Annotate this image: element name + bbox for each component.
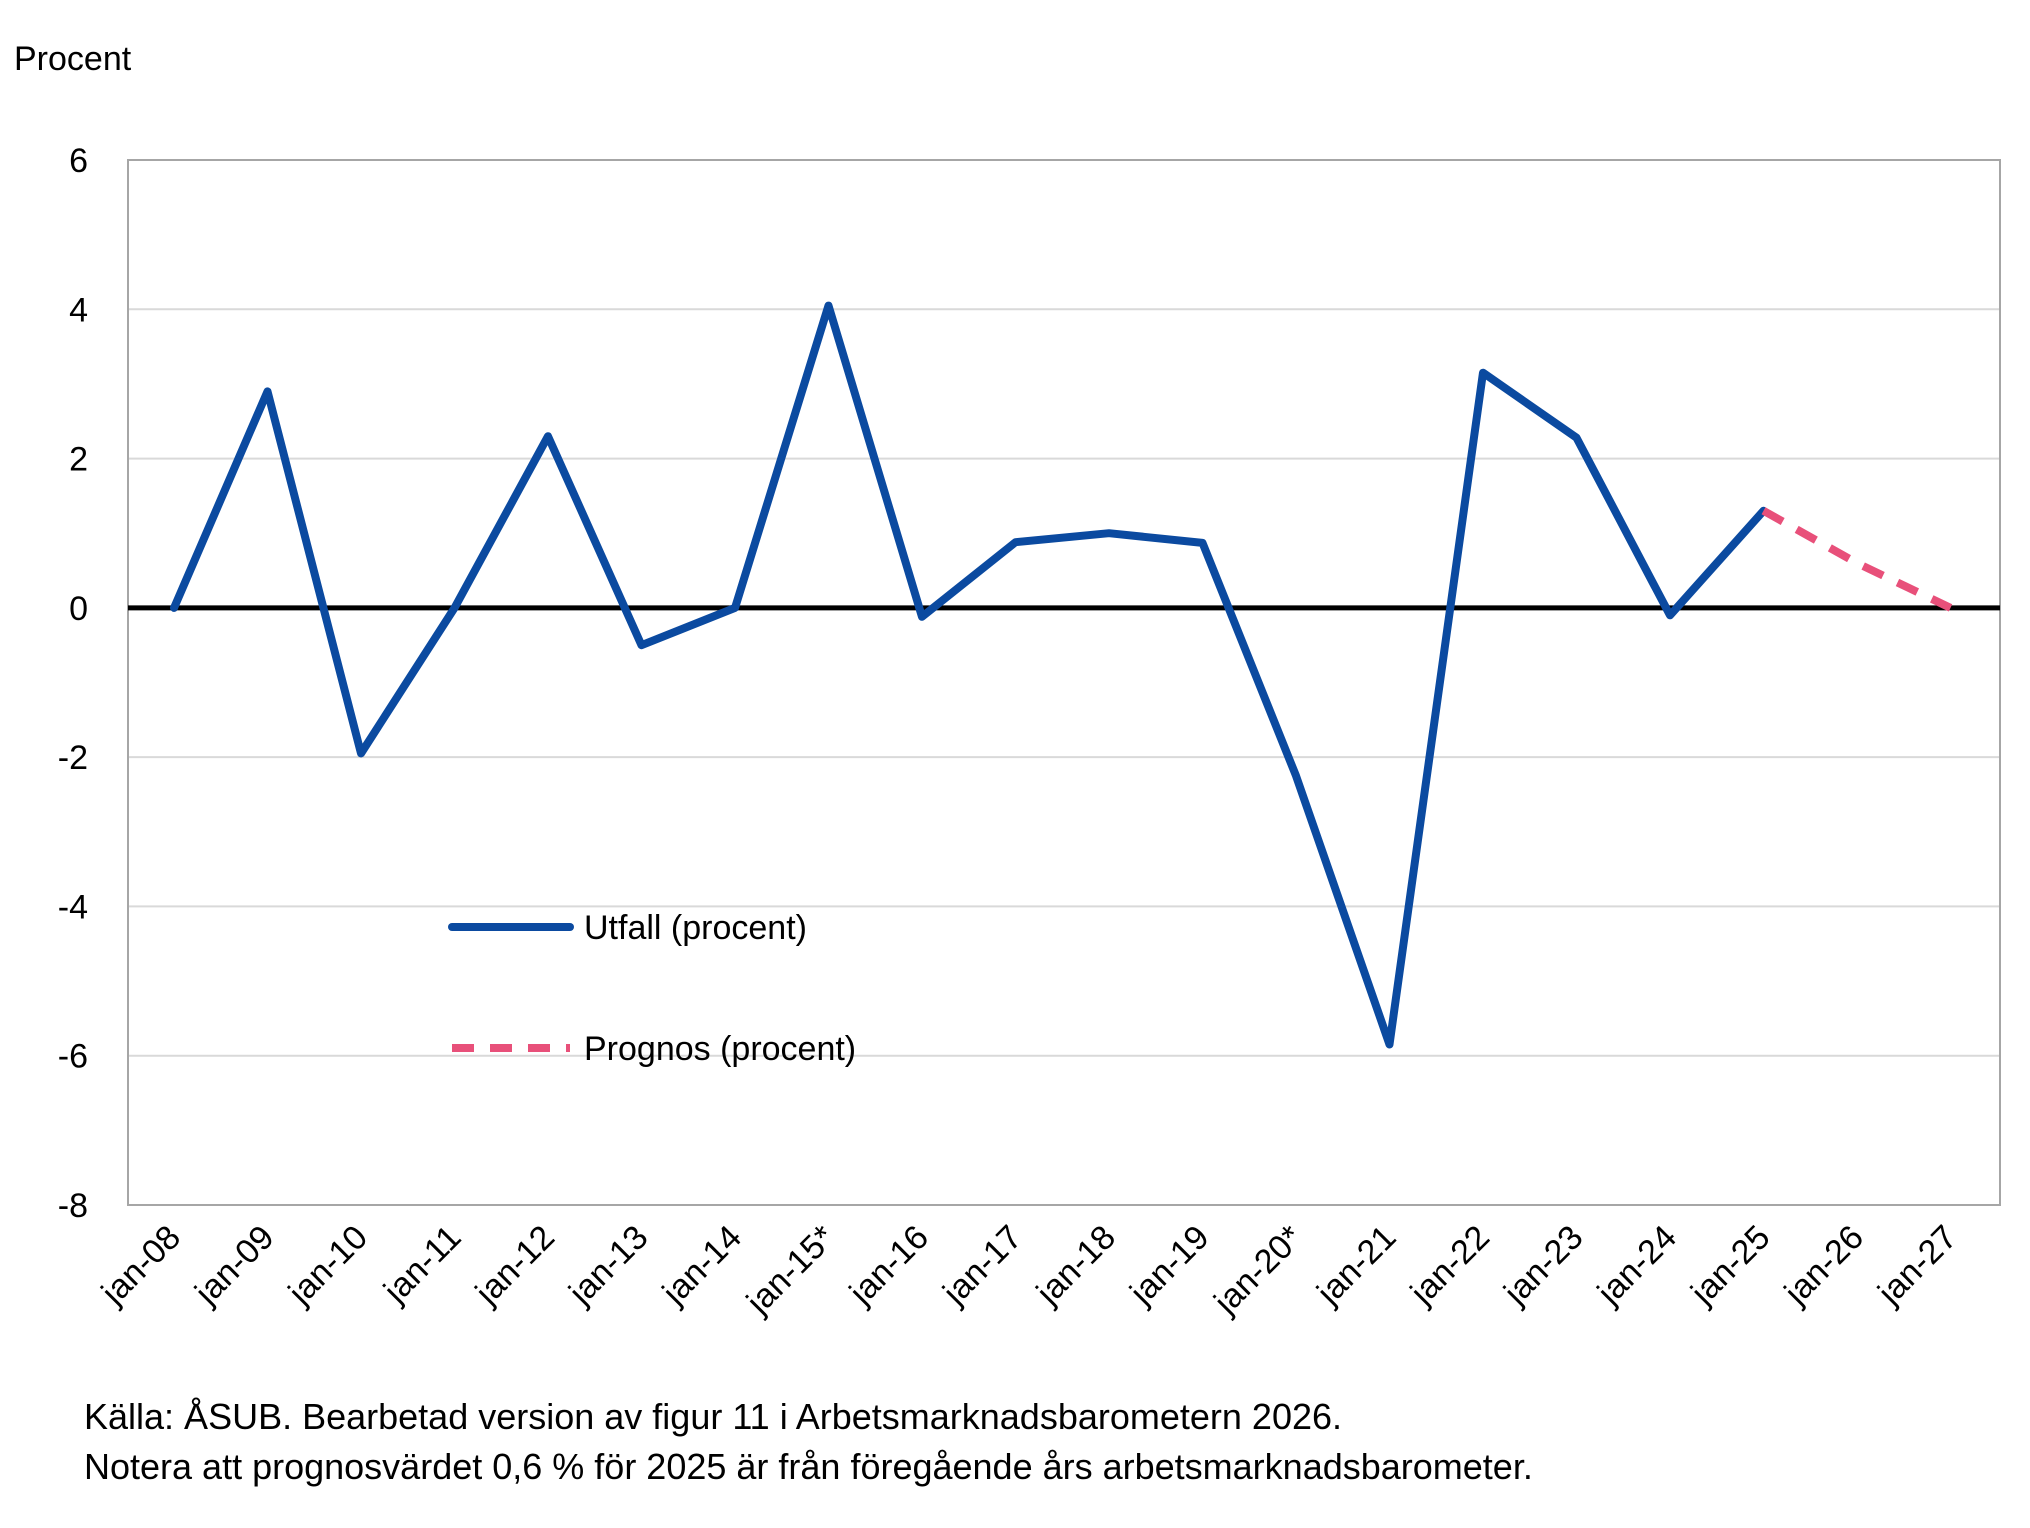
y-tick-label: -4 [58, 888, 88, 926]
x-tick-label: jan-10 [281, 1218, 375, 1312]
x-tick-label: jan-17 [935, 1218, 1029, 1312]
x-tick-label: jan-21 [1309, 1218, 1403, 1312]
source-note: Källa: ÅSUB. Bearbetad version av figur … [84, 1396, 1343, 1437]
y-tick-label: 4 [69, 291, 88, 329]
x-tick-label: jan-24 [1590, 1218, 1684, 1312]
x-tick-label: jan-11 [376, 1218, 469, 1311]
x-tick-label: jan-12 [468, 1218, 562, 1312]
y-tick-label: -8 [58, 1187, 88, 1225]
y-tick-label: -6 [58, 1038, 88, 1076]
legend-label: Prognos (procent) [584, 1030, 856, 1068]
forecast-note: Notera att prognosvärdet 0,6 % för 2025 … [84, 1446, 1533, 1487]
x-tick-label: jan-18 [1029, 1218, 1123, 1312]
legend: Utfall (procent) Prognos (procent) [448, 909, 856, 1068]
y-tick-label: 0 [69, 590, 88, 628]
gridlines [128, 308, 2000, 1057]
legend-label: Utfall (procent) [584, 909, 807, 947]
x-tick-label: jan-27 [1870, 1218, 1964, 1312]
y-tick-label: 2 [69, 441, 88, 479]
x-tick-label: jan-22 [1403, 1218, 1497, 1312]
x-tick-label: jan-09 [187, 1218, 281, 1312]
series-line-prognos [1761, 507, 1953, 612]
x-tick-label: jan-16 [842, 1218, 936, 1312]
x-tick-label: jan-26 [1777, 1218, 1871, 1312]
series-lines [170, 301, 1953, 1049]
x-tick-label: jan-25 [1683, 1218, 1777, 1312]
y-tick-label: -2 [58, 739, 88, 777]
x-tick-label: jan-14 [655, 1218, 749, 1312]
x-tick-label: jan-20* [1206, 1218, 1310, 1322]
x-tick-label: jan-15* [739, 1218, 843, 1322]
axes [127, 159, 2001, 1206]
x-tick-label: jan-19 [1122, 1218, 1216, 1312]
y-axis-label: Procent [14, 40, 132, 78]
x-tick-label: jan-13 [561, 1218, 655, 1312]
series-line-utfall [170, 301, 1768, 1049]
plot-frame [127, 159, 2001, 1206]
x-tick-label: jan-23 [1496, 1218, 1590, 1312]
y-tick-label: 6 [69, 142, 88, 180]
chart-notes: Källa: ÅSUB. Bearbetad version av figur … [84, 1392, 1533, 1492]
x-tick-label: jan-08 [94, 1218, 188, 1312]
